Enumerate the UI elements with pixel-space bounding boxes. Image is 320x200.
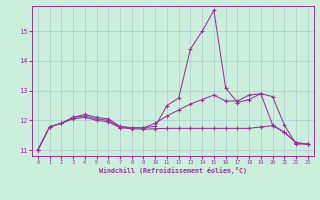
X-axis label: Windchill (Refroidissement éolien,°C): Windchill (Refroidissement éolien,°C): [99, 167, 247, 174]
